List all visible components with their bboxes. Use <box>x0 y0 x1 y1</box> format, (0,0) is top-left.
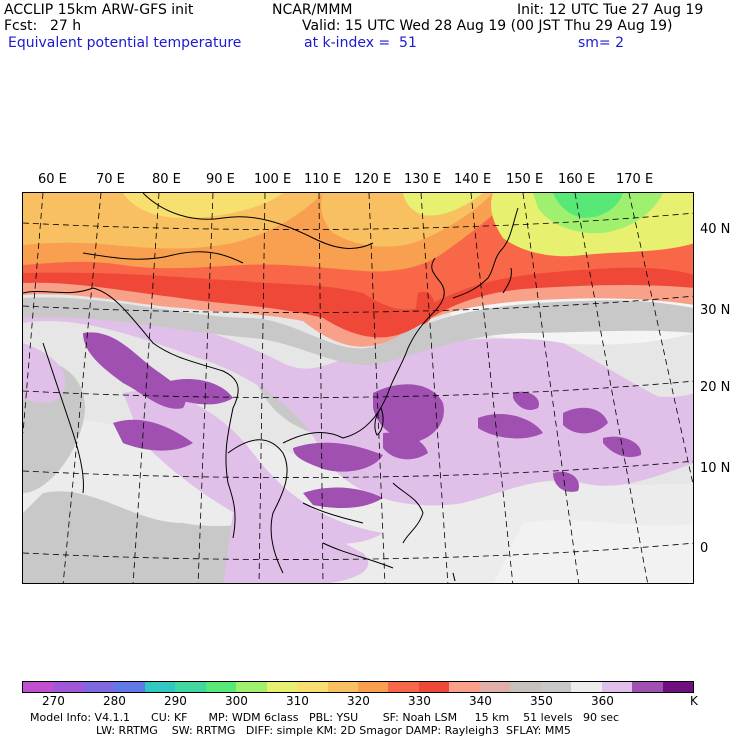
smoothing-info: sm= 2 <box>578 35 625 51</box>
lon-label: 90 E <box>206 172 235 187</box>
model-info-line1: Model Info: V4.1.1 CU: KF MP: WDM 6class… <box>30 711 620 724</box>
colorbar-tick: 320 <box>347 694 370 708</box>
colorbar-swatch <box>23 682 54 692</box>
colorbar-swatch <box>601 682 633 692</box>
theta-e-map <box>22 192 694 584</box>
colorbar-swatch <box>449 682 480 692</box>
model-title: ACCLIP 15km ARW-GFS init <box>4 2 194 18</box>
valid-time: Valid: 15 UTC Wed 28 Aug 19 (00 JST Thu … <box>302 18 673 34</box>
colorbar-tick: 280 <box>103 694 126 708</box>
colorbar-unit: K <box>690 694 698 708</box>
forecast-hour: 27 h <box>50 18 82 34</box>
colorbar-tick: 270 <box>42 694 65 708</box>
lon-label: 140 E <box>454 172 492 187</box>
colorbar-swatch <box>205 682 237 692</box>
colorbar-swatch <box>53 682 84 692</box>
level-info: at k-index = 51 <box>304 35 417 51</box>
colorbar-swatch <box>418 682 450 692</box>
colorbar-swatch <box>297 682 328 692</box>
colorbar-swatch <box>144 682 176 692</box>
colorbar-swatch <box>662 682 693 692</box>
colorbar-swatch <box>388 682 419 692</box>
colorbar-swatch <box>632 682 663 692</box>
colorbar-tick: 300 <box>225 694 248 708</box>
colorbar <box>22 681 694 693</box>
lat-label: 10 N <box>700 461 731 476</box>
lon-label: 70 E <box>96 172 125 187</box>
colorbar-tick: 330 <box>408 694 431 708</box>
lon-label: 160 E <box>558 172 596 187</box>
lon-label: 130 E <box>404 172 442 187</box>
colorbar-tick: 350 <box>530 694 553 708</box>
org-label: NCAR/MMM <box>272 2 353 18</box>
colorbar-swatch <box>236 682 267 692</box>
colorbar-swatch <box>114 682 145 692</box>
lon-label: 150 E <box>506 172 544 187</box>
lon-label: 100 E <box>254 172 292 187</box>
lon-label: 110 E <box>304 172 342 187</box>
colorbar-swatch <box>357 682 389 692</box>
lat-label: 0 <box>700 541 709 556</box>
colorbar-swatch <box>327 682 358 692</box>
map-graphic <box>23 193 693 583</box>
colorbar-tick: 310 <box>286 694 309 708</box>
colorbar-swatch <box>83 682 115 692</box>
colorbar-swatch <box>540 682 572 692</box>
colorbar-swatch <box>510 682 541 692</box>
lat-label: 30 N <box>700 303 731 318</box>
colorbar-tick: 340 <box>469 694 492 708</box>
lon-label: 170 E <box>616 172 654 187</box>
colorbar-swatch <box>479 682 511 692</box>
lon-label: 80 E <box>152 172 181 187</box>
lat-label: 40 N <box>700 222 731 237</box>
lon-label: 120 E <box>354 172 392 187</box>
forecast-label: Fcst: <box>4 18 38 34</box>
field-name: Equivalent potential temperature <box>8 35 242 51</box>
lat-label: 20 N <box>700 380 731 395</box>
colorbar-swatch <box>175 682 206 692</box>
colorbar-swatch <box>571 682 602 692</box>
model-info-line2: LW: RRTMG SW: RRTMG DIFF: simple KM: 2D … <box>96 724 571 737</box>
lon-label: 60 E <box>38 172 67 187</box>
colorbar-tick: 360 <box>591 694 614 708</box>
init-time: Init: 12 UTC Tue 27 Aug 19 <box>517 2 704 18</box>
colorbar-swatch <box>266 682 298 692</box>
colorbar-tick: 290 <box>164 694 187 708</box>
